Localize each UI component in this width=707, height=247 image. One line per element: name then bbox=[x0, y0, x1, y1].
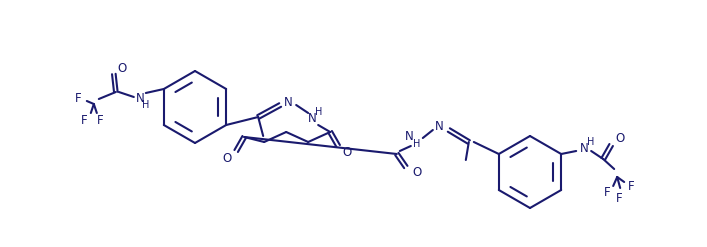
Text: F: F bbox=[628, 181, 634, 193]
Text: H: H bbox=[413, 139, 421, 149]
Text: O: O bbox=[412, 166, 421, 180]
Text: F: F bbox=[81, 114, 87, 126]
Text: F: F bbox=[97, 114, 103, 126]
Text: N: N bbox=[580, 143, 588, 156]
Text: N: N bbox=[308, 112, 317, 125]
Text: H: H bbox=[142, 100, 149, 110]
Text: O: O bbox=[223, 151, 232, 165]
Text: N: N bbox=[136, 91, 144, 104]
Text: N: N bbox=[434, 120, 443, 132]
Text: H: H bbox=[588, 137, 595, 147]
Text: F: F bbox=[604, 186, 610, 200]
Text: F: F bbox=[616, 192, 622, 206]
Text: H: H bbox=[315, 107, 323, 117]
Text: N: N bbox=[404, 130, 413, 144]
Text: O: O bbox=[117, 62, 127, 75]
Text: O: O bbox=[616, 131, 625, 144]
Text: F: F bbox=[74, 91, 81, 104]
Text: N: N bbox=[284, 97, 293, 109]
Text: O: O bbox=[343, 146, 352, 160]
